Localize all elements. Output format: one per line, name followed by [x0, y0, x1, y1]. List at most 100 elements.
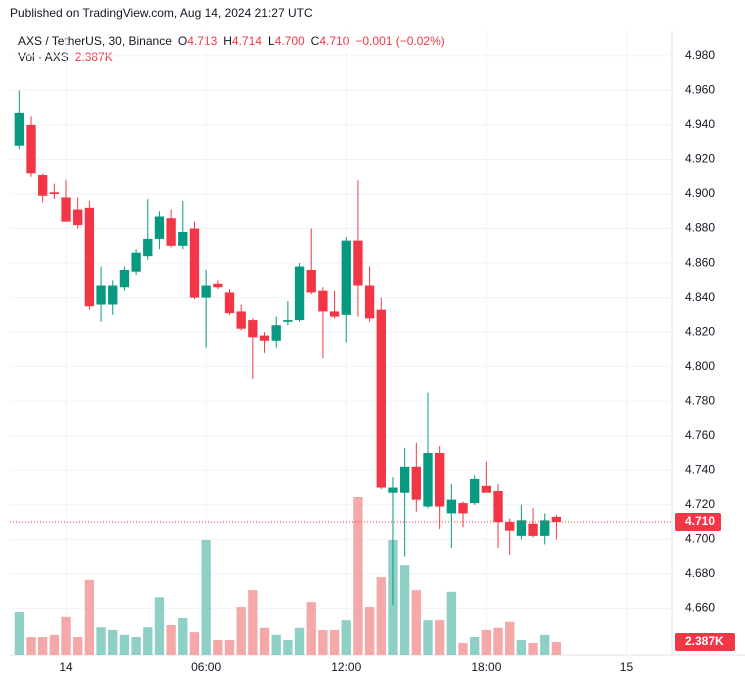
candle-body: [14, 112, 25, 146]
volume-bar: [189, 632, 200, 655]
volume-bar: [73, 637, 83, 655]
volume-bar: [119, 634, 130, 655]
y-tick-label: 4.800: [685, 359, 715, 373]
header: Published on TradingView.com, Aug 14, 20…: [10, 6, 313, 20]
volume-bar: [411, 590, 421, 655]
volume-bar: [201, 540, 211, 655]
volume-bar: [306, 602, 316, 655]
volume-bar: [434, 620, 445, 655]
x-tick-label: 15: [620, 660, 634, 674]
volume-bar: [399, 565, 410, 655]
candle-body: [376, 309, 386, 488]
candle-body: [294, 266, 305, 321]
last-volume-box: [675, 632, 735, 651]
volume-bar: [446, 591, 457, 655]
volume-bar: [61, 616, 71, 655]
candle-body: [38, 175, 48, 196]
volume-bar: [224, 640, 235, 655]
x-tick-label: 06:00: [191, 660, 221, 674]
candle-body: [49, 192, 60, 195]
candle-body: [108, 285, 118, 305]
y-tick-label: 4.960: [685, 83, 715, 97]
candle-body: [143, 238, 153, 257]
candle-body: [341, 240, 351, 315]
candle-body: [84, 207, 95, 307]
candle-body: [201, 285, 211, 298]
candle-body: [96, 285, 106, 305]
y-tick-label: 4.980: [685, 48, 715, 62]
volume-bars: [14, 497, 562, 655]
volume-bar: [166, 625, 176, 655]
x-tick-label: 12:00: [331, 660, 361, 674]
last-price-label: 4.710: [685, 514, 715, 528]
volume-bar: [236, 607, 246, 655]
volume-bar: [131, 637, 141, 655]
volume-bar: [26, 637, 36, 655]
volume-bar: [84, 579, 95, 655]
volume-bar: [259, 627, 270, 655]
y-tick-label: 4.740: [685, 462, 715, 476]
volume-bar: [49, 634, 60, 655]
y-tick-label: 4.720: [685, 497, 715, 511]
volume-bar: [353, 497, 363, 655]
symbol: AXS / TetherUS, 30, Binance: [18, 34, 172, 48]
y-tick-label: 4.760: [685, 428, 715, 442]
volume-bar: [423, 620, 433, 655]
candle-body: [388, 487, 398, 493]
volume-bar: [470, 637, 480, 655]
y-tick-label: 4.940: [685, 117, 715, 131]
volume-bar: [376, 577, 386, 655]
ohlc-legend: AXS / TetherUS, 30, Binance O4.713 H4.714 L…: [18, 34, 445, 48]
h-value: 4.714: [232, 34, 262, 48]
candle-body: [248, 320, 258, 338]
volume-bar: [14, 611, 25, 655]
volume-legend: Vol · AXS 2.387K: [18, 50, 113, 64]
candle-body: [423, 452, 433, 507]
candle-body: [329, 311, 340, 317]
volume-bar: [294, 627, 305, 655]
candle-body: [224, 292, 235, 314]
candle-body: [61, 197, 71, 222]
y-tick-label: 4.660: [685, 601, 715, 615]
candle-body: [26, 124, 36, 174]
volume-bar: [271, 634, 281, 655]
candle-body: [551, 516, 562, 523]
l-value: 4.700: [275, 34, 305, 48]
volume-bar: [329, 629, 340, 655]
volume-bar: [481, 629, 492, 655]
volume-bar: [248, 590, 258, 655]
y-tick-label: 4.840: [685, 290, 715, 304]
c-value: 4.710: [319, 34, 349, 48]
vol-value: 2.387K: [75, 50, 113, 64]
candle-body: [119, 269, 130, 288]
y-tick-label: 4.700: [685, 531, 715, 545]
volume-bar: [364, 607, 375, 655]
candle-body: [213, 283, 223, 288]
last-volume-label: 2.387K: [685, 634, 724, 648]
volume-bar: [154, 597, 165, 655]
candle-body: [189, 228, 200, 298]
y-tick-label: 4.820: [685, 324, 715, 338]
c-label: C: [311, 34, 320, 48]
volume-bar: [540, 634, 550, 655]
candle-body: [259, 335, 270, 341]
volume-bar: [96, 627, 106, 655]
l-label: L: [268, 34, 275, 48]
vol-label: Vol · AXS: [18, 50, 69, 64]
candle-body: [411, 466, 421, 500]
candle-body: [73, 209, 83, 226]
x-tick-label: 18:00: [471, 660, 501, 674]
candle-body: [540, 520, 550, 536]
volume-bar: [341, 620, 351, 655]
volume-bar: [143, 627, 153, 655]
candle-body: [470, 478, 480, 504]
volume-bar: [108, 629, 118, 655]
volume-bar: [505, 621, 515, 655]
volume-bar: [178, 617, 188, 655]
candles: [14, 90, 562, 605]
candle-body: [481, 485, 492, 493]
volume-bar: [213, 640, 223, 655]
candle-body: [458, 503, 468, 514]
